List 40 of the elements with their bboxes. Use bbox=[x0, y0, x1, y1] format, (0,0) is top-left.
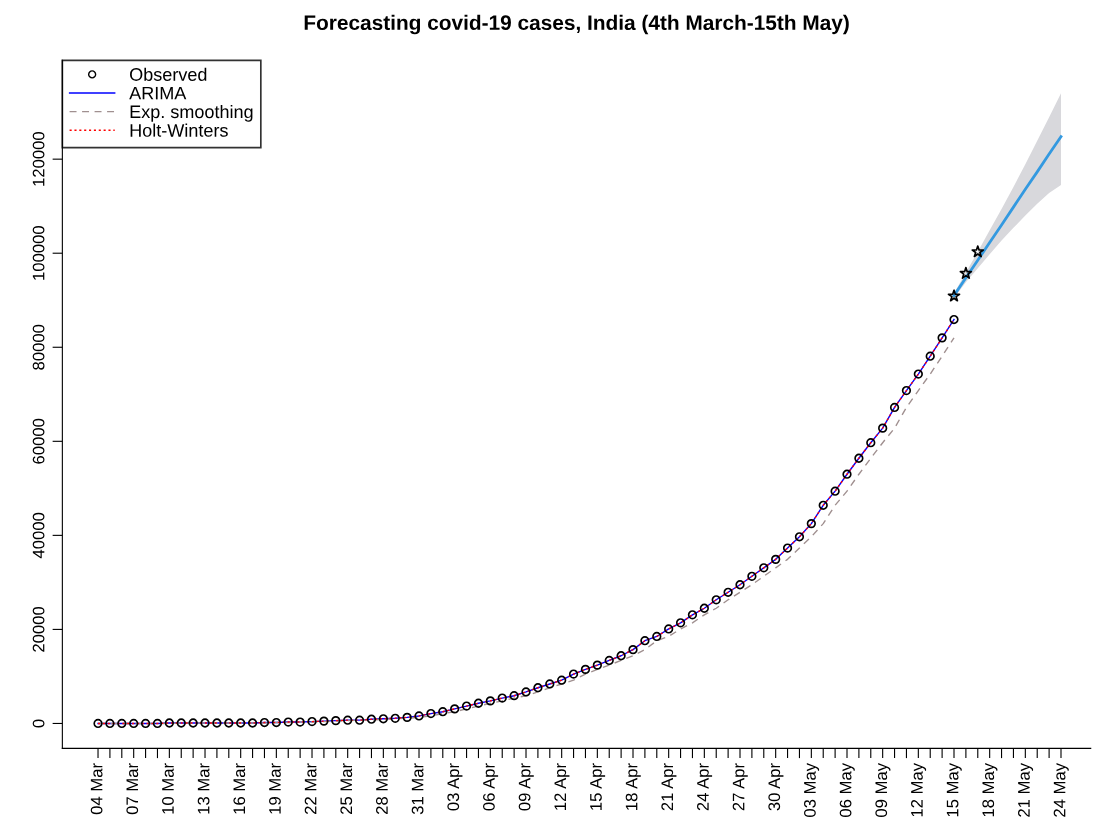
x-tick-label: 03 Apr bbox=[447, 763, 463, 811]
x-tick-label: 16 Mar bbox=[233, 763, 246, 814]
x-tick-label: 07 Mar bbox=[126, 763, 139, 815]
x-tick-label: 24 May bbox=[1053, 763, 1069, 817]
x-tick-label: 18 May bbox=[982, 763, 998, 817]
x-tick-label: 15 May bbox=[946, 763, 962, 817]
y-tick-label: 120000 bbox=[32, 132, 45, 186]
x-tick-label: 15 Apr bbox=[590, 763, 606, 810]
x-tick-label: 24 Apr bbox=[697, 763, 713, 811]
y-tick-label: 80000 bbox=[32, 324, 45, 370]
legend-label: Exp. smoothing bbox=[130, 104, 253, 122]
x-tick-label: 22 Mar bbox=[304, 763, 317, 814]
x-tick-label: 09 May bbox=[875, 763, 891, 817]
x-tick-label: 25 Mar bbox=[340, 763, 353, 814]
chart-title: Forecasting covid-19 cases, India (4th March-15th May) bbox=[304, 14, 849, 35]
x-tick-label: 06 Apr bbox=[483, 763, 499, 811]
y-tick-label: 20000 bbox=[32, 606, 45, 652]
y-tick-label: 60000 bbox=[32, 418, 45, 464]
x-tick-label: 04 Mar bbox=[90, 763, 103, 815]
x-tick-label: 18 Apr bbox=[625, 763, 641, 810]
x-tick-label: 30 Apr bbox=[768, 763, 784, 811]
y-tick-label: 0 bbox=[32, 719, 45, 728]
x-tick-label: 12 Apr bbox=[554, 763, 570, 810]
x-tick-label: 27 Apr bbox=[732, 763, 748, 811]
legend-label: Holt-Winters bbox=[130, 123, 228, 137]
y-tick-label: 40000 bbox=[32, 512, 45, 559]
x-tick-label: 19 Mar bbox=[269, 763, 281, 814]
x-tick-label: 12 May bbox=[911, 763, 927, 817]
x-tick-label: 31 Mar bbox=[411, 763, 424, 815]
x-tick-label: 09 Apr bbox=[518, 763, 534, 811]
x-tick-label: 21 May bbox=[1018, 763, 1034, 817]
x-tick-label: 21 Apr bbox=[661, 763, 677, 811]
x-tick-label: 03 May bbox=[804, 763, 820, 817]
x-tick-label: 13 Mar bbox=[197, 763, 210, 814]
x-tick-label: 10 Mar bbox=[162, 763, 174, 814]
x-tick-label: 06 May bbox=[839, 763, 855, 817]
x-tick-label: 28 Mar bbox=[376, 763, 388, 814]
legend-label: ARIMA bbox=[129, 86, 187, 100]
legend-label: Observed bbox=[130, 67, 207, 81]
y-tick-label: 100000 bbox=[32, 226, 45, 280]
